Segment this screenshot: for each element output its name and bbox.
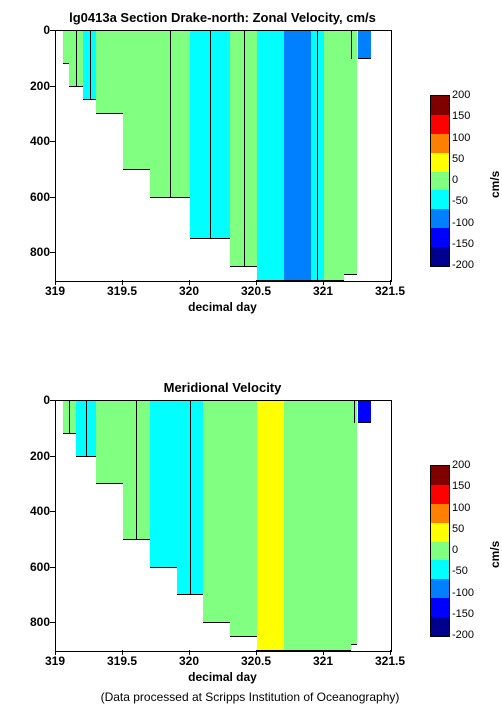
xtick-label: 320.5 [241, 654, 271, 668]
data-column [63, 31, 70, 64]
data-column [358, 31, 371, 59]
xtick-label: 321 [313, 654, 333, 668]
ytick-label: 200 [15, 449, 50, 463]
colorbar-tick: 200 [452, 89, 470, 101]
data-column [96, 401, 123, 484]
panel2-plot [55, 400, 392, 652]
panel2-colorbar [430, 465, 450, 637]
colorbar-tick: 0 [452, 174, 458, 186]
ytick-label: 800 [15, 615, 50, 629]
colorbar-tick: -100 [452, 587, 474, 599]
data-column [324, 31, 344, 281]
panel1-colorbar [430, 95, 450, 267]
ytick-label: 200 [15, 79, 50, 93]
colorbar-tick: 150 [452, 110, 470, 122]
ytick-label: 0 [15, 393, 50, 407]
colorbar-tick: -50 [452, 195, 468, 207]
xtick-label: 321 [313, 284, 333, 298]
colorbar-tick: -150 [452, 608, 474, 620]
colorbar-tick: 100 [452, 502, 470, 514]
ytick-label: 0 [15, 23, 50, 37]
data-column [96, 31, 123, 114]
data-column [150, 401, 177, 568]
panel1-title: lg0413a Section Drake-north: Zonal Veloc… [55, 10, 390, 25]
data-column [230, 401, 257, 637]
panel2-xlabel: decimal day [55, 670, 390, 684]
xtick-label: 320 [179, 284, 199, 298]
data-column [284, 401, 311, 651]
data-column [257, 31, 284, 281]
panel2-title: Meridional Velocity [55, 380, 390, 395]
xtick-label: 319.5 [107, 284, 137, 298]
panel1-xlabel: decimal day [55, 300, 390, 314]
colorbar-tick: 100 [452, 132, 470, 144]
colorbar-tick: -200 [452, 259, 474, 271]
data-column [203, 401, 230, 623]
ytick-label: 600 [15, 190, 50, 204]
xtick-label: 319 [45, 654, 65, 668]
figure: lg0413a Section Drake-north: Zonal Veloc… [0, 0, 502, 715]
data-column [358, 401, 371, 423]
colorbar-label: cm/s [488, 171, 502, 198]
data-column [344, 31, 357, 275]
colorbar-tick: 150 [452, 480, 470, 492]
footer-text: (Data processed at Scripps Institution o… [55, 690, 445, 704]
colorbar-tick: 50 [452, 153, 464, 165]
colorbar-tick: -200 [452, 629, 474, 641]
colorbar-label: cm/s [488, 541, 502, 568]
colorbar-tick: -50 [452, 565, 468, 577]
xtick-label: 319.5 [107, 654, 137, 668]
data-column [311, 401, 331, 651]
xtick-label: 319 [45, 284, 65, 298]
data-column [351, 401, 358, 645]
data-column [123, 31, 150, 170]
xtick-label: 321.5 [375, 284, 405, 298]
panel1-plot [55, 30, 392, 282]
data-column [331, 401, 351, 651]
ytick-label: 600 [15, 560, 50, 574]
colorbar-tick: 0 [452, 544, 458, 556]
ytick-label: 800 [15, 245, 50, 259]
data-column [284, 31, 311, 281]
ytick-label: 400 [15, 134, 50, 148]
colorbar-tick: -150 [452, 238, 474, 250]
colorbar-tick: 200 [452, 459, 470, 471]
colorbar-tick: -100 [452, 217, 474, 229]
xtick-label: 320.5 [241, 284, 271, 298]
ytick-label: 400 [15, 504, 50, 518]
xtick-label: 321.5 [375, 654, 405, 668]
data-column [257, 401, 284, 651]
xtick-label: 320 [179, 654, 199, 668]
colorbar-tick: 50 [452, 523, 464, 535]
